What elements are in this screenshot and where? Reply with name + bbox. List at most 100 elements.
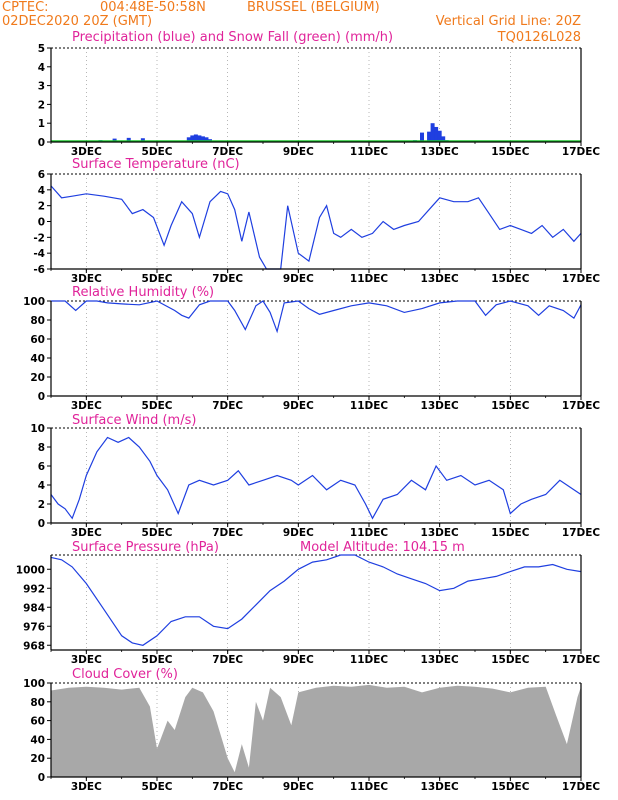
wind-ytick-label: 10 — [30, 423, 45, 435]
rh-ytick-label: 60 — [30, 334, 45, 346]
pressure-xtick-label: 11DEC — [350, 654, 389, 666]
cloud-xtick-label: 13DEC — [421, 781, 460, 793]
cloud-ytick-label: 100 — [23, 678, 45, 690]
header-coords: 004:48E-50:58N — [100, 0, 206, 15]
cloud-ytick-label: 80 — [30, 697, 45, 709]
temp-line — [50, 185, 582, 270]
rh-panel: 0 20 40 60 80 100 3DEC 5DEC 7DEC 9DEC 11DEC 13DEC 15… — [23, 296, 600, 412]
precip-bar — [193, 134, 198, 142]
title-humidity: Relative Humidity (%) — [72, 285, 214, 300]
precip-bar — [140, 138, 145, 142]
cloud-xtick-label: 7DEC — [212, 781, 243, 793]
wind-ytick-label: 6 — [38, 461, 45, 473]
cloud-panel: 0 20 40 60 80 100 3DEC 5DEC 7DEC 9DEC 11DEC 13DEC 15… — [23, 678, 600, 793]
title-cloud: Cloud Cover (%) — [72, 667, 178, 682]
precip-ytick-label: 2 — [38, 99, 45, 111]
precip-bar — [420, 132, 424, 142]
temp-xtick-label: 15DEC — [491, 273, 530, 285]
precip-bar — [427, 131, 432, 142]
wind-xtick-label: 7DEC — [212, 527, 243, 539]
header-source: CPTEC: — [2, 0, 49, 15]
cloud-cover-area — [51, 684, 581, 777]
precip-xtick-label: 13DEC — [421, 146, 460, 158]
precip-ytick-label: 5 — [38, 43, 45, 55]
temp-ytick-label: 4 — [38, 185, 45, 197]
rh-xtick-label: 3DEC — [71, 400, 102, 412]
wind-xtick-label: 11DEC — [350, 527, 389, 539]
precip-bar — [441, 136, 446, 142]
precip-bar — [430, 123, 435, 142]
precip-xtick-label: 9DEC — [283, 146, 314, 158]
precip-bar — [186, 137, 191, 142]
pressure-xtick-label: 5DEC — [142, 654, 173, 666]
pressure-xtick-label: 17DEC — [562, 654, 601, 666]
cloud-xtick-label: 11DEC — [350, 781, 389, 793]
rh-xtick-label: 11DEC — [350, 400, 389, 412]
rh-ytick-label: 100 — [23, 296, 45, 308]
precip-bar — [434, 126, 439, 142]
rh-xtick-label: 7DEC — [212, 400, 243, 412]
pressure-xtick-label: 9DEC — [283, 654, 314, 666]
temp-xtick-label: 7DEC — [212, 273, 243, 285]
cloud-xtick-label: 15DEC — [491, 781, 530, 793]
wind-xtick-label: 17DEC — [562, 527, 601, 539]
precip-xtick-label: 17DEC — [562, 146, 601, 158]
wind-xtick-label: 13DEC — [421, 527, 460, 539]
precip-xtick-label: 11DEC — [350, 146, 389, 158]
pressure-xtick-label: 13DEC — [421, 654, 460, 666]
cloud-ytick-label: 20 — [30, 753, 45, 765]
cloud-xtick-label: 3DEC — [71, 781, 102, 793]
temp-ytick-label: -2 — [33, 232, 45, 244]
precip-ytick-label: 3 — [38, 81, 45, 93]
precip-xtick-label: 15DEC — [491, 146, 530, 158]
temp-ytick-label: 6 — [38, 169, 45, 181]
title-temperature: Surface Temperature (nC) — [72, 157, 240, 172]
title-wind: Surface Wind (m/s) — [72, 413, 196, 428]
temp-panel: -6 -4 -2 0 2 4 6 3DEC 5DEC 7DEC 9DEC 11DEC 13DEC 15DE… — [33, 169, 600, 285]
pressure-xtick-label: 15DEC — [491, 654, 530, 666]
rh-ytick-label: 20 — [30, 372, 45, 384]
pressure-xtick-label: 7DEC — [212, 654, 243, 666]
header-run-code: TQ0126L028 — [497, 30, 581, 45]
temp-xtick-label: 11DEC — [350, 273, 389, 285]
rh-xtick-label: 5DEC — [142, 400, 173, 412]
pressure-panel: 968 976 984 992 1000 3DEC 5DEC 7DEC 9DEC 11DEC 13D… — [16, 554, 601, 666]
cloud-xtick-label: 5DEC — [142, 781, 173, 793]
temp-ytick-label: 0 — [38, 217, 45, 229]
wind-xtick-label: 15DEC — [491, 527, 530, 539]
wind-panel: 0 2 4 6 8 10 3DEC 5DEC 7DEC 9DEC 11DEC 13DEC 15DEC 17… — [30, 423, 600, 539]
temp-xtick-label: 3DEC — [71, 273, 102, 285]
rh-xtick-label: 9DEC — [283, 400, 314, 412]
header-date: 02DEC2020 20Z (GMT) — [2, 14, 152, 29]
rh-ytick-label: 80 — [30, 315, 45, 327]
rh-xtick-label: 13DEC — [421, 400, 460, 412]
temp-xtick-label: 13DEC — [421, 273, 460, 285]
rh-xtick-label: 15DEC — [491, 400, 530, 412]
cloud-ytick-label: 0 — [38, 772, 45, 784]
wind-line — [50, 436, 582, 520]
precip-bar — [200, 136, 205, 142]
precip-xtick-label: 7DEC — [212, 146, 243, 158]
precip-bar — [126, 137, 131, 142]
precip-panel: 0 1 2 3 4 5 3DEC 5DEC 7DEC 9DEC 11DEC 13DEC 15DEC 17D… — [38, 43, 601, 158]
rh-ytick-label: 40 — [30, 353, 45, 365]
wind-ytick-label: 0 — [38, 518, 45, 530]
temp-xtick-label: 17DEC — [562, 273, 601, 285]
cloud-ytick-label: 60 — [30, 716, 45, 728]
cloud-xtick-label: 17DEC — [562, 781, 601, 793]
wind-ytick-label: 4 — [38, 480, 45, 492]
temp-ytick-label: -6 — [33, 264, 45, 276]
pressure-altitude-note: Model Altitude: 104.15 m — [300, 540, 465, 555]
wind-xtick-label: 3DEC — [71, 527, 102, 539]
temp-xtick-label: 5DEC — [142, 273, 173, 285]
precip-ytick-label: 1 — [38, 118, 45, 130]
pressure-xtick-label: 3DEC — [71, 654, 102, 666]
temp-ytick-label: 2 — [38, 201, 45, 213]
precip-bar — [190, 135, 195, 142]
precip-bar — [204, 137, 209, 142]
precip-bar — [437, 130, 442, 142]
rh-ytick-label: 0 — [38, 391, 45, 403]
title-pressure: Surface Pressure (hPa) — [72, 540, 219, 555]
rh-xtick-label: 17DEC — [562, 400, 601, 412]
